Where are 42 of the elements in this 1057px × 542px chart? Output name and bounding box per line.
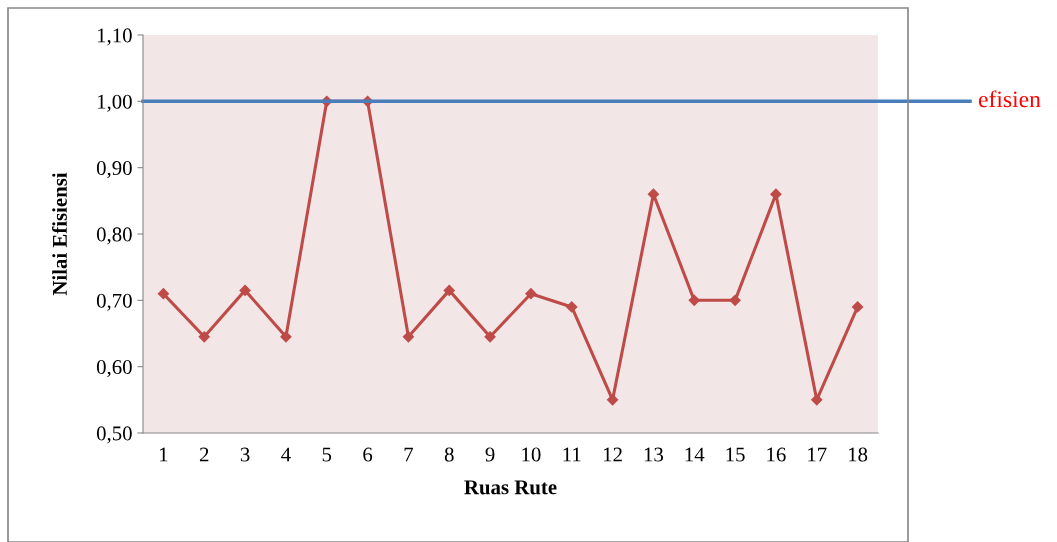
point: [566, 301, 578, 313]
x-tick-label: 17: [808, 447, 827, 462]
x-tick-label: 12: [604, 447, 622, 462]
point: [484, 331, 496, 343]
ref-line-label: efisien: [978, 90, 1041, 108]
x-tick-label: 6: [363, 447, 373, 462]
y-tick-label: 1,10: [97, 28, 132, 46]
point: [280, 331, 292, 343]
x-tick-label: 14: [685, 447, 705, 462]
x-tick-label: 2: [199, 447, 209, 462]
point: [239, 284, 251, 296]
point: [443, 284, 455, 296]
x-tick-label: 8: [444, 447, 454, 462]
x-tick-label: 1: [160, 447, 168, 462]
point: [811, 394, 823, 406]
y-tick-label: 0,90: [96, 161, 132, 179]
x-tick-label: 15: [726, 447, 745, 462]
point: [525, 288, 537, 300]
x-tick-label: 9: [485, 447, 495, 462]
point: [157, 288, 170, 300]
point: [851, 301, 864, 313]
x-axis-title: Ruas Rute: [464, 480, 557, 495]
x-tick-label: 3: [240, 447, 250, 462]
y-tick-label: 0,50: [96, 426, 132, 444]
x-tick-label: 7: [404, 447, 414, 462]
point: [688, 294, 700, 306]
y-tick-label: 0,70: [96, 293, 132, 311]
point: [402, 331, 415, 343]
x-tick-label: 18: [849, 447, 868, 462]
point: [729, 294, 741, 306]
y-tick-label: 1,00: [97, 94, 132, 112]
y-tick-label: 0,80: [96, 227, 132, 245]
y-tick-label: 0,60: [96, 360, 132, 378]
point: [198, 331, 210, 343]
x-tick-label: 11: [563, 447, 581, 462]
point: [606, 394, 619, 406]
x-tick-label: 16: [767, 447, 786, 462]
x-tick-label: 13: [644, 447, 664, 462]
y-axis-title: Nilai Efisiensi: [52, 172, 67, 296]
x-tick-label: 4: [281, 447, 291, 462]
x-tick-label: 10: [522, 447, 541, 462]
x-tick-label: 5: [322, 447, 332, 462]
